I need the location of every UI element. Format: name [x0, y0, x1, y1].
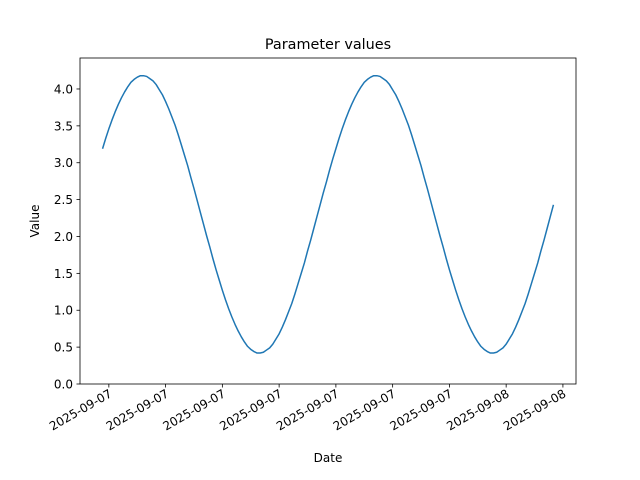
x-tick-label: 2025-09-07: [387, 386, 454, 433]
y-tick-label: 2.0: [54, 230, 73, 244]
y-tick-label: 4.0: [54, 82, 73, 96]
y-tick-label: 0.5: [54, 341, 73, 355]
x-tick-label: 2025-09-07: [47, 386, 114, 433]
y-tick-label: 1.5: [54, 267, 73, 281]
x-tick-label: 2025-09-07: [104, 386, 171, 433]
x-tick-label: 2025-09-07: [331, 386, 398, 433]
x-tick-label: 2025-09-08: [501, 386, 568, 433]
y-tick-label: 2.5: [54, 193, 73, 207]
y-tick-label: 0.0: [54, 378, 73, 392]
x-tick-label: 2025-09-07: [217, 386, 284, 433]
y-tick-label: 3.0: [54, 156, 73, 170]
axes-frame: [79, 57, 577, 385]
x-tick-label: 2025-09-08: [444, 386, 511, 433]
x-tick-label: 2025-09-07: [160, 386, 227, 433]
x-tick-label: 2025-09-07: [274, 386, 341, 433]
y-tick-label: 1.0: [54, 304, 73, 318]
y-tick-label: 3.5: [54, 119, 73, 133]
x-axis-label: Date: [314, 451, 343, 465]
y-axis-label: Value: [28, 205, 42, 238]
chart-title: Parameter values: [265, 37, 391, 53]
data-line: [101, 74, 555, 354]
